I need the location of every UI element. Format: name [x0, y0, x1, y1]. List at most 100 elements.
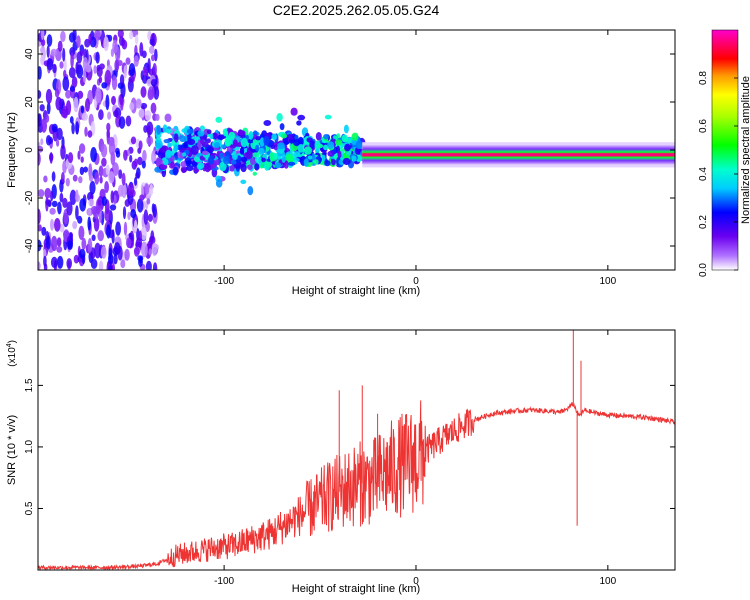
signal-blob [156, 157, 163, 166]
noise-blob [75, 61, 79, 75]
noise-blob [60, 144, 66, 160]
noise-blob [73, 96, 79, 113]
signal-blob [321, 154, 326, 162]
noise-blob [62, 47, 66, 62]
signal-blob [260, 133, 265, 139]
noise-blob [77, 90, 84, 99]
noise-blob [123, 65, 128, 79]
signal-blob [263, 135, 270, 146]
noise-blob [75, 189, 79, 202]
spectrogram-y-label: Frequency (Hz) [6, 112, 18, 188]
signal-blob [165, 149, 172, 159]
signal-blob [254, 163, 260, 171]
noise-blob [56, 246, 63, 253]
noise-blob [62, 76, 70, 91]
noise-blob [140, 86, 147, 98]
noise-blob [51, 235, 58, 252]
noise-blob [57, 201, 62, 215]
noise-blob [62, 197, 68, 208]
x-tick-label: 0 [413, 576, 419, 587]
signal-blob [309, 140, 316, 149]
signal-blob [265, 161, 273, 168]
signal-blob [167, 142, 172, 148]
signal-blob [297, 114, 306, 121]
noise-blob [76, 35, 81, 48]
noise-blob [136, 198, 144, 213]
noise-blob [108, 171, 115, 184]
signal-blob [341, 134, 348, 143]
noise-blob [79, 198, 87, 212]
noise-blob [44, 187, 52, 199]
signal-blob [156, 124, 161, 135]
signal-blob [270, 144, 275, 149]
noise-blob [108, 140, 116, 156]
noise-blob [95, 51, 100, 64]
signal-blob [200, 138, 205, 145]
signal-blob [263, 120, 272, 126]
noise-blob [46, 34, 53, 47]
noise-blob [61, 172, 65, 183]
noise-blob [134, 246, 140, 257]
noise-blob [54, 218, 61, 232]
snr-scale-label: (x104) [6, 340, 18, 367]
noise-blob [69, 47, 76, 57]
noise-blob [81, 253, 86, 265]
signal-blob [240, 156, 248, 162]
noise-blob [50, 256, 58, 269]
signal-blob [269, 151, 275, 162]
signal-blob [311, 153, 316, 161]
noise-blob [135, 99, 142, 109]
noise-blob [76, 51, 83, 64]
noise-blob [127, 211, 131, 221]
signal-blob [219, 152, 224, 159]
noise-blob [98, 109, 104, 121]
noise-blob [66, 201, 73, 216]
spectrogram-x-ticks: -100 0 100 [214, 30, 617, 287]
noise-blob [98, 165, 104, 177]
noise-blob [113, 254, 118, 265]
noise-blob [88, 198, 95, 207]
noise-blob [150, 230, 155, 242]
noise-blob [78, 176, 83, 184]
noise-blob [65, 177, 70, 187]
signal-blob [327, 141, 335, 149]
signal-blob [279, 123, 285, 131]
noise-blob [72, 30, 77, 42]
signal-blob [223, 155, 230, 165]
noise-blob [118, 116, 126, 129]
noise-blob [129, 102, 135, 111]
noise-blob [138, 108, 145, 119]
noise-blob [153, 86, 160, 100]
signal-blob [293, 151, 301, 158]
signal-blob [239, 147, 245, 155]
signal-blob [213, 142, 221, 148]
noise-blob [60, 30, 66, 43]
signal-blob [206, 129, 212, 135]
noise-blob [99, 176, 103, 184]
signal-blob [240, 137, 248, 148]
signal-blob [190, 145, 199, 155]
noise-blob [149, 45, 155, 54]
noise-blob [104, 181, 109, 193]
signal-blob [237, 141, 242, 148]
noise-blob [127, 183, 135, 197]
noise-blob [108, 253, 114, 265]
noise-blob [125, 115, 132, 127]
noise-blob [97, 230, 104, 242]
signal-blob [181, 168, 187, 174]
noise-blob [152, 262, 158, 270]
signal-blob [307, 155, 313, 160]
signal-blob [338, 159, 343, 165]
snr-series [38, 330, 675, 570]
noise-blob [49, 207, 56, 215]
noise-blob [91, 234, 96, 242]
noise-blob [151, 203, 155, 214]
noise-blob [38, 66, 42, 80]
spectrogram-y-ticks: -40 -20 0 20 40 [24, 48, 675, 253]
noise-blob [149, 38, 155, 46]
noise-blob [87, 130, 93, 138]
noise-blob [126, 237, 132, 248]
noise-blob [93, 65, 97, 74]
noise-blob [45, 114, 50, 123]
